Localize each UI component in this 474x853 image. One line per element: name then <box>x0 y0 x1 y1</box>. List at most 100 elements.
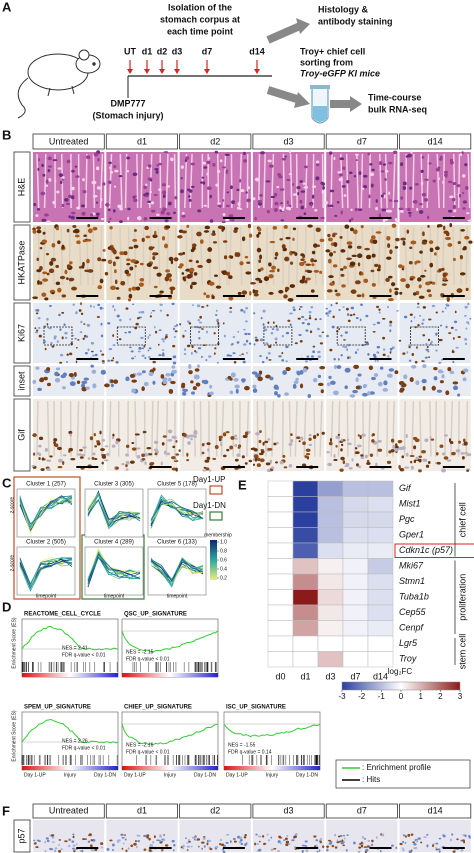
cell <box>375 231 382 234</box>
cell <box>400 162 404 167</box>
cell <box>160 374 165 379</box>
cell <box>340 354 343 357</box>
cell <box>369 453 374 458</box>
cell <box>170 289 173 295</box>
gland <box>77 153 80 209</box>
cell <box>278 835 282 838</box>
cell <box>141 457 146 461</box>
cell <box>274 256 278 260</box>
cell <box>401 455 405 459</box>
cell <box>229 185 233 190</box>
cell <box>371 168 375 172</box>
cell <box>161 354 165 357</box>
cell <box>141 370 146 374</box>
colorbar <box>341 681 461 691</box>
cell <box>245 307 249 310</box>
cell <box>421 155 425 159</box>
cell <box>258 370 263 375</box>
cell <box>300 205 305 210</box>
cell <box>316 850 319 853</box>
cell <box>384 169 389 173</box>
cell <box>153 440 159 444</box>
cell <box>80 453 86 457</box>
cell <box>403 374 408 380</box>
cell <box>159 303 163 306</box>
cell <box>115 256 120 260</box>
cell <box>407 207 411 212</box>
cell <box>454 329 458 331</box>
enrichment-profile <box>121 630 219 653</box>
cell <box>173 257 179 262</box>
cell <box>52 841 55 844</box>
cell <box>109 246 115 251</box>
cell <box>165 269 171 273</box>
cell <box>410 240 417 245</box>
label: d1 <box>300 671 310 681</box>
cell <box>253 454 259 459</box>
cell <box>158 354 162 357</box>
micrograph <box>325 820 398 853</box>
cell <box>351 254 357 258</box>
cell <box>257 231 261 235</box>
cell <box>173 211 176 215</box>
cell <box>130 259 137 263</box>
cell <box>40 468 45 471</box>
cluster-trace <box>19 497 73 529</box>
cell <box>338 177 344 182</box>
cell <box>409 246 413 250</box>
cell <box>39 378 45 383</box>
cell <box>206 258 212 264</box>
label: inset <box>16 371 26 391</box>
arrow-head <box>350 96 362 112</box>
column-header-box <box>325 133 398 150</box>
cell <box>241 236 246 242</box>
cell <box>301 322 305 325</box>
cell <box>82 446 87 449</box>
cell <box>90 213 94 217</box>
cell <box>125 444 130 448</box>
cell <box>164 219 169 223</box>
cell <box>346 348 349 352</box>
cell <box>100 369 107 375</box>
cell <box>215 845 219 848</box>
cell <box>300 253 305 257</box>
cell <box>232 335 236 338</box>
cell <box>166 452 170 456</box>
cell <box>298 308 301 311</box>
cell <box>256 247 262 253</box>
cell <box>55 367 61 371</box>
heatmap-cell <box>342 558 369 575</box>
cell <box>342 306 345 308</box>
gland <box>246 400 250 457</box>
cell <box>256 843 260 845</box>
gland <box>217 226 221 286</box>
cell <box>184 329 187 332</box>
cell <box>443 170 449 174</box>
cell <box>46 468 51 472</box>
cell <box>315 160 320 164</box>
cell <box>133 244 139 249</box>
cell <box>213 332 216 335</box>
label: Enrichment Score (ES) <box>11 710 17 761</box>
label: NES = -1.55 <box>228 742 256 748</box>
cell <box>244 843 247 847</box>
cell <box>66 361 68 364</box>
cell <box>283 839 286 841</box>
cell <box>99 430 102 435</box>
cell <box>461 174 466 178</box>
cell <box>433 376 438 381</box>
cell <box>195 260 199 264</box>
heatmap-cell <box>342 573 369 590</box>
gland <box>467 153 471 209</box>
label: Histology & <box>318 4 369 14</box>
cell <box>260 151 265 155</box>
cell <box>247 186 251 190</box>
cell <box>61 244 65 250</box>
cell <box>317 350 321 354</box>
label: Day1-UP <box>193 475 225 484</box>
cell <box>343 265 347 270</box>
cell <box>418 202 423 206</box>
cell <box>193 431 198 435</box>
cell <box>378 213 382 218</box>
micrograph <box>252 303 325 364</box>
